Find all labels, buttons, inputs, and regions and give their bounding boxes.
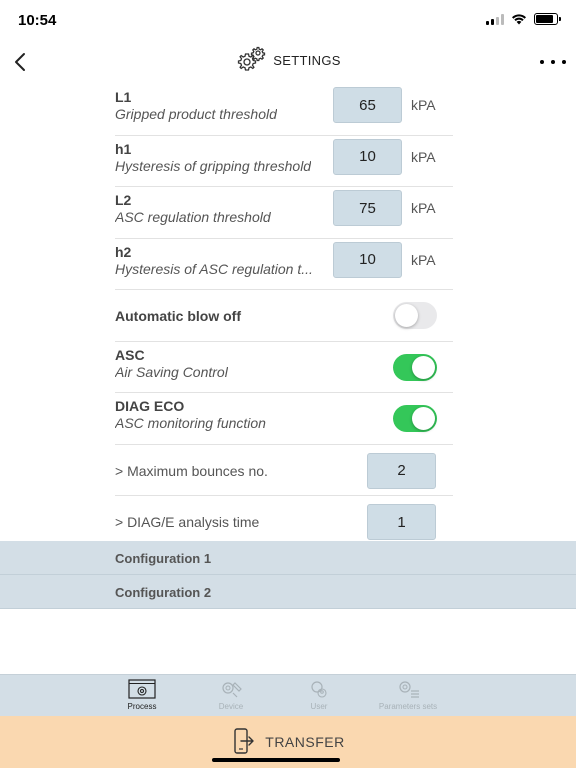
toggle-row-automatic-blow-off: Automatic blow off xyxy=(115,290,453,342)
param-description: ASC regulation threshold xyxy=(115,209,271,225)
status-time: 10:54 xyxy=(18,12,57,29)
param-unit: kPA xyxy=(411,200,436,216)
configuration-2-row[interactable]: Configuration 2 xyxy=(0,575,576,609)
param-code: L2 xyxy=(115,192,132,208)
tab-bar: Process Device User Parameters sets xyxy=(0,674,576,716)
param-unit: kPA xyxy=(411,97,436,113)
tab-label: Parameters sets xyxy=(378,702,438,711)
settings-gears-icon xyxy=(238,46,266,71)
param-value-input[interactable]: 75 xyxy=(333,190,402,226)
param-description: Gripped product threshold xyxy=(115,106,277,122)
transfer-button[interactable]: TRANSFER xyxy=(0,716,576,768)
parameters-sets-icon xyxy=(399,681,419,698)
option-label: > Maximum bounces no. xyxy=(115,462,268,479)
switch-knob xyxy=(412,407,435,430)
chevron-left-icon xyxy=(15,53,25,71)
param-value-input[interactable]: 65 xyxy=(333,87,402,123)
toggle-title: DIAG ECO xyxy=(115,398,185,414)
switch-knob xyxy=(412,355,435,379)
param-code: h2 xyxy=(115,243,132,260)
page-title: SETTINGS xyxy=(273,52,341,68)
tab-label: Process xyxy=(127,702,157,711)
param-description: Hysteresis of ASC regulation t... xyxy=(115,260,313,277)
configuration-label: Configuration 2 xyxy=(115,585,212,600)
battery-icon xyxy=(534,13,561,25)
param-code: L1 xyxy=(115,89,132,105)
asc-switch[interactable] xyxy=(393,353,437,381)
cellular-signal-icon xyxy=(486,13,504,25)
tab-parameters-sets[interactable]: Parameters sets xyxy=(373,679,443,711)
configuration-label: Configuration 1 xyxy=(115,551,212,566)
status-icons xyxy=(486,13,561,25)
tab-label: User xyxy=(310,702,328,711)
maximum-bounces-input[interactable]: 2 xyxy=(367,452,436,489)
more-dot-icon xyxy=(551,60,555,64)
settings-list: L1 Gripped product threshold 65 kPA h1 H… xyxy=(0,84,576,548)
configuration-list: Configuration 1 Configuration 2 xyxy=(0,541,576,609)
param-row-h1: h1 Hysteresis of gripping threshold 10 k… xyxy=(115,136,453,187)
param-row-l2: L2 ASC regulation threshold 75 kPA xyxy=(115,187,453,239)
param-row-h2: h2 Hysteresis of ASC regulation t... 10 … xyxy=(115,239,453,290)
automatic-blow-off-switch[interactable] xyxy=(393,302,437,329)
tab-user[interactable]: User xyxy=(284,679,354,711)
nav-bar: SETTINGS xyxy=(0,40,576,84)
option-row-diag-e-analysis-time: > DIAG/E analysis time 1 xyxy=(115,496,453,548)
param-value-input[interactable]: 10 xyxy=(333,241,402,278)
more-dot-icon xyxy=(562,60,566,64)
param-unit: kPA xyxy=(411,251,436,268)
param-value-input[interactable]: 10 xyxy=(333,138,402,175)
user-icon xyxy=(311,681,327,698)
toggle-description: ASC monitoring function xyxy=(115,415,266,431)
diag-eco-switch[interactable] xyxy=(393,405,437,432)
wifi-icon xyxy=(512,14,526,25)
process-icon xyxy=(128,679,156,699)
toggle-description: Air Saving Control xyxy=(115,363,228,380)
toggle-title: ASC xyxy=(115,346,145,363)
tab-label: Device xyxy=(218,702,244,711)
device-icon xyxy=(222,682,242,698)
transfer-label: TRANSFER xyxy=(265,734,345,750)
status-bar: 10:54 xyxy=(0,0,576,40)
configuration-1-row[interactable]: Configuration 1 xyxy=(0,541,576,575)
more-options-button[interactable] xyxy=(540,52,566,72)
switch-knob xyxy=(395,304,418,327)
toggle-row-diag-eco: DIAG ECO ASC monitoring function xyxy=(115,393,453,445)
transfer-phone-icon xyxy=(234,728,254,754)
diag-e-analysis-time-input[interactable]: 1 xyxy=(367,504,436,540)
nav-title-group: SETTINGS xyxy=(0,44,576,76)
param-unit: kPA xyxy=(411,148,436,165)
back-button[interactable] xyxy=(6,48,34,76)
toggle-title: Automatic blow off xyxy=(115,308,241,324)
tab-device[interactable]: Device xyxy=(196,679,266,711)
toggle-row-asc: ASC Air Saving Control xyxy=(115,342,453,393)
home-indicator xyxy=(212,758,340,762)
param-row-l1: L1 Gripped product threshold 65 kPA xyxy=(115,84,453,136)
param-description: Hysteresis of gripping threshold xyxy=(115,157,312,174)
more-dot-icon xyxy=(540,60,544,64)
param-code: h1 xyxy=(115,140,132,157)
tab-process[interactable]: Process xyxy=(107,679,177,711)
option-row-maximum-bounces: > Maximum bounces no. 2 xyxy=(115,445,453,496)
option-label: > DIAG/E analysis time xyxy=(115,514,260,530)
